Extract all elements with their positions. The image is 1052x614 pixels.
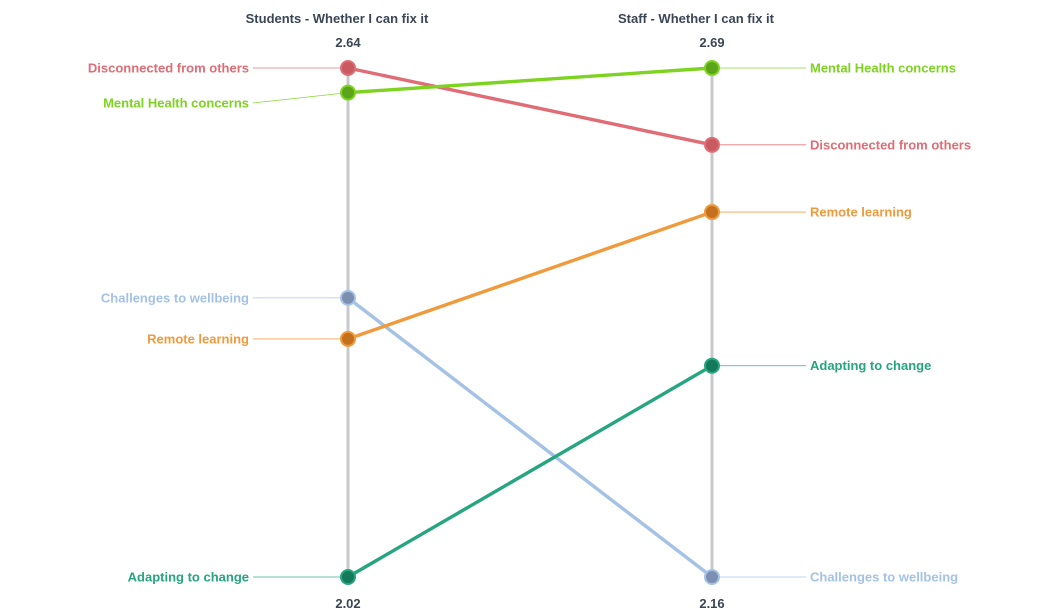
students-column-title: Students - Whether I can fix it — [246, 11, 429, 26]
staff-column-title: Staff - Whether I can fix it — [618, 11, 775, 26]
staff-max-value: 2.69 — [699, 35, 724, 50]
adapting-to-change-students-label: Adapting to change — [128, 570, 249, 585]
series-layer: Disconnected from others Disconnected fro… — [88, 60, 971, 585]
staff-min-value: 2.16 — [699, 596, 724, 611]
challenges-to-wellbeing-staff-marker — [704, 569, 720, 585]
adapting-to-change-students-marker — [340, 569, 356, 585]
mental-health-concerns-staff-label: Mental Health concerns — [810, 61, 956, 76]
mental-health-concerns-students-label: Mental Health concerns — [103, 96, 249, 111]
adapting-to-change-staff-label: Adapting to change — [810, 358, 931, 373]
mental-health-concerns-left-leader — [252, 92, 349, 104]
disconnected-from-others-slope-line — [346, 66, 714, 147]
challenges-to-wellbeing-students-marker — [340, 289, 356, 306]
adapting-to-change-slope-line — [346, 364, 714, 579]
disconnected-from-others-staff-label: Disconnected from others — [810, 137, 971, 152]
disconnected-from-others-students-label: Disconnected from others — [88, 61, 249, 76]
challenges-to-wellbeing-staff-label: Challenges to wellbeing — [810, 570, 958, 585]
remote-learning-students-label: Remote learning — [147, 331, 249, 346]
challenges-to-wellbeing-students-label: Challenges to wellbeing — [101, 290, 249, 305]
adapting-to-change-staff-marker — [704, 357, 720, 374]
remote-learning-staff-marker — [704, 204, 720, 221]
remote-learning-staff-label: Remote learning — [810, 205, 912, 220]
disconnected-from-others-students-marker — [340, 60, 356, 76]
disconnected-from-others-staff-marker — [704, 136, 720, 153]
mental-health-concerns-staff-marker — [704, 60, 720, 76]
mental-health-concerns-slope-line — [346, 66, 714, 95]
students-min-value: 2.02 — [335, 596, 360, 611]
mental-health-concerns-students-marker — [340, 84, 356, 101]
challenges-to-wellbeing-slope-line — [346, 296, 714, 579]
remote-learning-slope-line — [346, 210, 714, 341]
students-max-value: 2.64 — [335, 35, 361, 50]
remote-learning-students-marker — [340, 330, 356, 347]
